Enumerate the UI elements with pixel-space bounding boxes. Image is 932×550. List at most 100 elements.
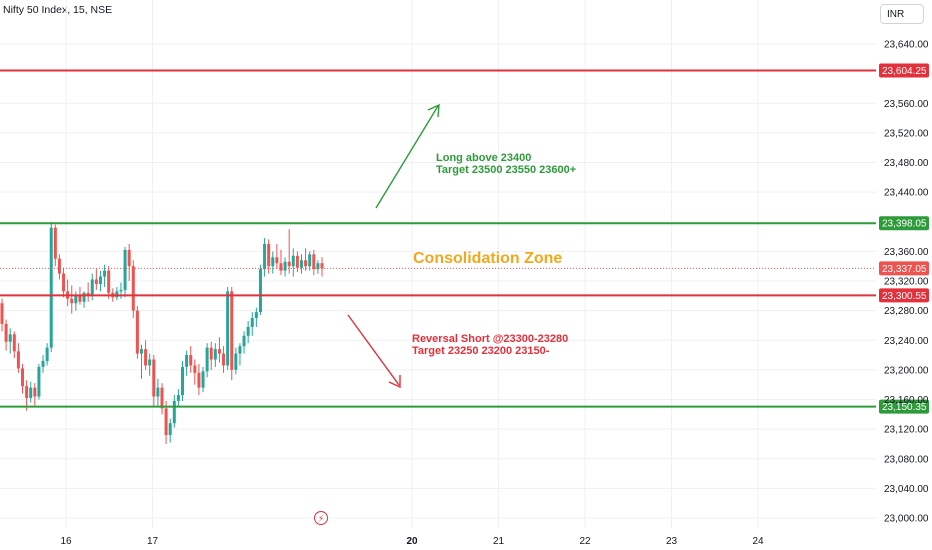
candle-body bbox=[37, 366, 41, 397]
candle-body bbox=[98, 276, 102, 284]
y-tick-label: 23,360.00 bbox=[884, 247, 929, 258]
level-price-label: 23,300.55 bbox=[882, 291, 927, 302]
currency-selector[interactable]: INR bbox=[880, 4, 924, 24]
y-tick-label: 23,160.00 bbox=[884, 395, 929, 406]
short-arrow-shaft bbox=[347, 314, 400, 386]
horizontal-levels: 23,604.25 23,398.05 23,300.55 23,150.35 23,3… bbox=[0, 63, 929, 414]
y-tick-label: 23,320.00 bbox=[884, 277, 929, 288]
event-icon[interactable] bbox=[314, 511, 328, 525]
x-tick-label: 16 bbox=[60, 536, 72, 547]
candle-body bbox=[16, 351, 20, 369]
candle-body bbox=[70, 298, 74, 304]
candle-body bbox=[107, 270, 111, 293]
x-tick-label: 24 bbox=[752, 536, 764, 547]
y-tick-label: 23,040.00 bbox=[884, 484, 929, 495]
candle-body bbox=[90, 279, 94, 296]
candle-body bbox=[86, 292, 90, 296]
candle-body bbox=[209, 347, 213, 360]
candle-body bbox=[144, 349, 148, 366]
candle-body bbox=[271, 257, 275, 267]
y-tick-label: 23,560.00 bbox=[884, 99, 929, 110]
candle-body bbox=[283, 261, 287, 271]
y-tick-label: 23,280.00 bbox=[884, 306, 929, 317]
y-tick-label: 23,240.00 bbox=[884, 336, 929, 347]
x-tick-label: 20 bbox=[406, 536, 418, 547]
event-icon-glyph: ⚡ bbox=[318, 515, 324, 525]
level-price-label: 23,604.25 bbox=[882, 66, 927, 77]
long-arrow-head bbox=[427, 103, 440, 118]
candle-body bbox=[0, 303, 4, 324]
candle-body bbox=[33, 387, 37, 397]
candle-body bbox=[222, 353, 226, 366]
y-tick-label: 23,440.00 bbox=[884, 188, 929, 199]
y-tick-label: 23,480.00 bbox=[884, 158, 929, 169]
candle-body bbox=[267, 243, 271, 267]
candle-body bbox=[275, 257, 279, 264]
candlestick-series bbox=[0, 221, 324, 444]
candle-body bbox=[21, 368, 25, 387]
candle-body bbox=[25, 386, 29, 399]
candle-body bbox=[57, 258, 61, 274]
candle-body bbox=[8, 334, 12, 342]
candle-body bbox=[41, 360, 45, 367]
candle-body bbox=[316, 263, 320, 270]
candle-body bbox=[131, 266, 135, 311]
x-tick-label: 21 bbox=[493, 536, 505, 547]
level-price-tag bbox=[879, 288, 929, 303]
candle-body bbox=[254, 312, 258, 319]
candle-body bbox=[226, 291, 230, 366]
candle-body bbox=[250, 318, 254, 327]
candle-body bbox=[164, 408, 168, 436]
x-tick-label: 22 bbox=[579, 536, 591, 547]
candle-body bbox=[291, 255, 295, 267]
y-tick-label: 23,520.00 bbox=[884, 128, 929, 139]
candle-body bbox=[205, 347, 209, 372]
candle-body bbox=[287, 261, 291, 267]
candle-body bbox=[217, 349, 221, 354]
candle-body bbox=[62, 273, 66, 292]
x-tick-label: 23 bbox=[666, 536, 678, 547]
candle-body bbox=[29, 387, 33, 399]
level-price-tag bbox=[879, 216, 929, 231]
candle-body bbox=[94, 279, 98, 284]
candle-body bbox=[74, 295, 78, 304]
candle-body bbox=[123, 249, 127, 290]
candle-body bbox=[168, 423, 172, 436]
price-axis[interactable]: 23,000.00 23,040.00 23,080.00 23,120.00 23,1… bbox=[884, 40, 929, 525]
candle-body bbox=[139, 349, 143, 354]
candle-body bbox=[295, 255, 299, 268]
candle-body bbox=[82, 292, 86, 302]
candle-body bbox=[49, 227, 53, 348]
last-price-label: 23,337.05 bbox=[882, 264, 927, 275]
candle-body bbox=[242, 335, 246, 347]
candle-body bbox=[230, 291, 234, 370]
y-tick-label: 23,120.00 bbox=[884, 425, 929, 436]
consolidation-zone-label: Consolidation Zone bbox=[413, 250, 562, 267]
y-tick-label: 23,000.00 bbox=[884, 514, 929, 525]
y-tick-label: 23,200.00 bbox=[884, 365, 929, 376]
candle-body bbox=[176, 395, 180, 401]
level-price-label: 23,398.05 bbox=[882, 219, 927, 230]
candle-body bbox=[53, 227, 57, 259]
candle-body bbox=[160, 387, 164, 409]
candle-body bbox=[181, 366, 185, 396]
candle-body bbox=[312, 254, 316, 270]
x-tick-label: 17 bbox=[147, 536, 159, 547]
candle-body bbox=[299, 260, 303, 268]
level-price-label: 23,150.35 bbox=[882, 402, 927, 413]
candle-body bbox=[152, 359, 156, 397]
short-note-line: Target 23250 23200 23150- bbox=[412, 345, 550, 357]
chart-title: Nifty 50 Index, 15, NSE bbox=[3, 4, 113, 16]
long-note-line: Target 23500 23550 23600+ bbox=[436, 164, 576, 176]
candle-body bbox=[156, 387, 160, 397]
y-tick-label: 23,640.00 bbox=[884, 40, 929, 51]
candle-body bbox=[189, 355, 193, 366]
time-axis[interactable]: 16172021222324272829 bbox=[60, 536, 932, 547]
candle-body bbox=[45, 347, 49, 361]
candle-body bbox=[185, 355, 189, 367]
candle-body bbox=[304, 260, 308, 267]
candle-body bbox=[119, 289, 123, 292]
candle-body bbox=[103, 270, 107, 277]
